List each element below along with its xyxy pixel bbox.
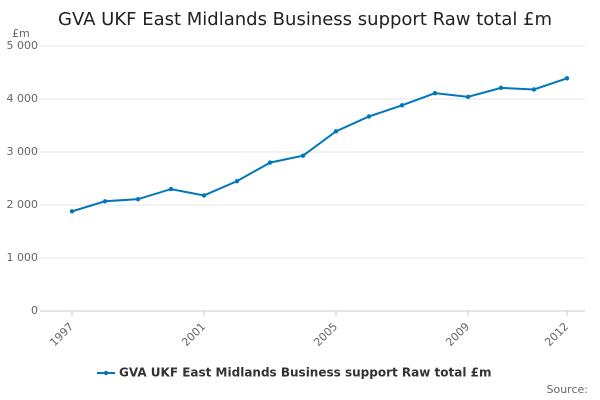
legend-label: GVA UKF East Midlands Business support R… <box>119 366 491 380</box>
data-point <box>234 178 240 184</box>
data-point <box>333 129 339 134</box>
data-point <box>432 90 438 96</box>
data-point <box>168 186 174 192</box>
data-point <box>399 103 405 108</box>
y-tick-label: 5 000 <box>7 39 39 52</box>
y-tick-label: 3 000 <box>7 145 39 158</box>
series-line <box>71 77 568 213</box>
chart-title: GVA UKF East Midlands Business support R… <box>58 9 552 30</box>
x-tick-label: 2005 <box>311 320 340 349</box>
source: Source: <box>547 383 589 396</box>
data-point <box>267 160 273 165</box>
y-tick-label: 1 000 <box>7 251 39 264</box>
y-tick-label: 4 000 <box>7 92 39 105</box>
x-tick-label: 1997 <box>47 320 76 349</box>
y-tick-label: 0 <box>31 304 38 317</box>
data-point <box>300 153 306 158</box>
y-axis-label: £m <box>12 27 30 40</box>
x-tick-label: 2009 <box>443 320 472 349</box>
data-point <box>135 196 141 202</box>
data-point <box>102 199 108 204</box>
x-tick-label: 2012 <box>542 320 571 349</box>
data-point <box>531 87 537 92</box>
x-tick-label: 2001 <box>179 320 208 349</box>
data-point <box>498 85 504 91</box>
data-point <box>69 209 75 214</box>
data-point <box>465 94 471 100</box>
data-point <box>201 193 207 198</box>
data-point <box>366 114 372 119</box>
legend-marker <box>103 370 109 376</box>
data-point <box>564 76 570 81</box>
y-tick-label: 2 000 <box>7 198 39 211</box>
